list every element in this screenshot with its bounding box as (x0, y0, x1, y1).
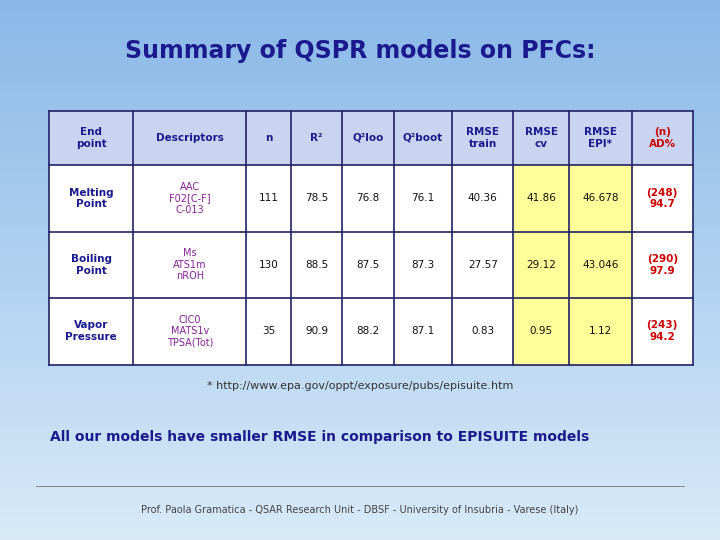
Text: 130: 130 (258, 260, 279, 270)
Bar (569, 298, 632, 365)
Text: RMSE
train: RMSE train (467, 127, 499, 149)
Text: 46.678: 46.678 (582, 193, 618, 204)
Bar (513, 232, 569, 298)
Text: Boiling
Point: Boiling Point (71, 254, 112, 276)
Bar (513, 298, 569, 365)
Text: Melting
Point: Melting Point (69, 188, 114, 210)
Text: RMSE
EPI*: RMSE EPI* (584, 127, 617, 149)
Text: 43.046: 43.046 (582, 260, 618, 270)
Bar (569, 165, 632, 232)
Text: Q²loo: Q²loo (352, 133, 384, 143)
Text: 76.1: 76.1 (411, 193, 435, 204)
Text: Prof. Paola Gramatica - QSAR Research Unit - DBSF - University of Insubria - Var: Prof. Paola Gramatica - QSAR Research Un… (141, 505, 579, 515)
Text: (290)
97.9: (290) 97.9 (647, 254, 678, 276)
Text: (243)
94.2: (243) 94.2 (647, 321, 678, 342)
Text: CIC0
MATS1v
TPSA(Tot): CIC0 MATS1v TPSA(Tot) (166, 315, 213, 348)
Text: Vapor
Pressure: Vapor Pressure (66, 321, 117, 342)
Text: R²: R² (310, 133, 323, 143)
Text: Summary of QSPR models on PFCs:: Summary of QSPR models on PFCs: (125, 39, 595, 63)
Text: * http://www.epa.gov/oppt/exposure/pubs/episuite.htm: * http://www.epa.gov/oppt/exposure/pubs/… (207, 381, 513, 391)
Text: Descriptors: Descriptors (156, 133, 224, 143)
Bar (569, 232, 632, 298)
Text: 88.2: 88.2 (356, 326, 379, 336)
Text: 87.1: 87.1 (411, 326, 435, 336)
Text: 78.5: 78.5 (305, 193, 328, 204)
Text: RMSE
cv: RMSE cv (524, 127, 557, 149)
Text: 41.86: 41.86 (526, 193, 556, 204)
Bar (49, 111, 693, 165)
Text: 0.83: 0.83 (471, 326, 495, 336)
Text: AAC
F02[C-F]
C-013: AAC F02[C-F] C-013 (169, 182, 211, 215)
Text: 35: 35 (262, 326, 275, 336)
Text: 111: 111 (258, 193, 279, 204)
Text: 29.12: 29.12 (526, 260, 556, 270)
Text: 27.57: 27.57 (468, 260, 498, 270)
Bar (49, 111, 693, 364)
Text: 87.3: 87.3 (411, 260, 435, 270)
Text: (248)
94.7: (248) 94.7 (647, 188, 678, 210)
Text: (n)
AD%: (n) AD% (649, 127, 676, 149)
Text: All our models have smaller RMSE in comparison to EPISUITE models: All our models have smaller RMSE in comp… (50, 430, 590, 444)
Text: 90.9: 90.9 (305, 326, 328, 336)
Text: n: n (265, 133, 272, 143)
Text: End
point: End point (76, 127, 107, 149)
Text: 87.5: 87.5 (356, 260, 379, 270)
Text: Ms
ATS1m
nROH: Ms ATS1m nROH (173, 248, 207, 281)
Text: 76.8: 76.8 (356, 193, 379, 204)
Text: 40.36: 40.36 (468, 193, 498, 204)
Text: Q²boot: Q²boot (403, 133, 443, 143)
Text: 88.5: 88.5 (305, 260, 328, 270)
Text: 0.95: 0.95 (529, 326, 552, 336)
Bar (513, 165, 569, 232)
Text: 1.12: 1.12 (589, 326, 612, 336)
